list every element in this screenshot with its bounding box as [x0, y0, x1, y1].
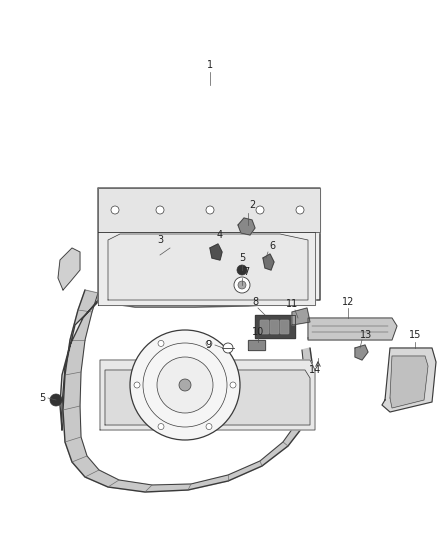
Circle shape: [158, 341, 164, 346]
Polygon shape: [390, 356, 428, 408]
Text: 6: 6: [269, 241, 275, 251]
Circle shape: [238, 281, 246, 289]
Polygon shape: [248, 340, 265, 350]
FancyBboxPatch shape: [280, 320, 289, 334]
Circle shape: [143, 343, 227, 427]
Text: 1: 1: [207, 60, 213, 70]
Circle shape: [237, 265, 247, 275]
Polygon shape: [308, 318, 397, 340]
Circle shape: [156, 206, 164, 214]
Text: 9: 9: [205, 340, 211, 350]
Polygon shape: [60, 188, 320, 430]
Circle shape: [179, 379, 191, 391]
Text: 4: 4: [217, 230, 223, 240]
Circle shape: [206, 424, 212, 430]
Text: 5: 5: [239, 253, 245, 263]
Text: 2: 2: [249, 200, 255, 210]
Polygon shape: [63, 290, 313, 492]
Text: 3: 3: [157, 235, 163, 245]
Circle shape: [111, 206, 119, 214]
Text: 10: 10: [252, 327, 264, 337]
Polygon shape: [98, 188, 320, 232]
Polygon shape: [108, 234, 308, 300]
Text: 11: 11: [286, 299, 298, 309]
FancyBboxPatch shape: [270, 320, 279, 334]
Polygon shape: [382, 348, 436, 412]
Polygon shape: [238, 218, 255, 235]
Text: 15: 15: [409, 330, 421, 340]
Circle shape: [230, 382, 236, 388]
Circle shape: [296, 206, 304, 214]
Polygon shape: [58, 248, 80, 290]
FancyBboxPatch shape: [260, 320, 269, 334]
Polygon shape: [100, 360, 315, 430]
Polygon shape: [98, 232, 315, 305]
Text: 14: 14: [309, 365, 321, 375]
Circle shape: [206, 206, 214, 214]
Polygon shape: [355, 345, 368, 360]
Text: 5: 5: [39, 393, 45, 403]
Circle shape: [50, 394, 62, 406]
Circle shape: [157, 357, 213, 413]
Circle shape: [130, 330, 240, 440]
Text: 12: 12: [342, 297, 354, 307]
Polygon shape: [105, 370, 310, 425]
Circle shape: [134, 382, 140, 388]
Text: 8: 8: [252, 297, 258, 307]
Circle shape: [256, 206, 264, 214]
Polygon shape: [210, 244, 222, 260]
Circle shape: [158, 424, 164, 430]
Polygon shape: [263, 254, 274, 270]
Text: 13: 13: [360, 330, 372, 340]
Polygon shape: [255, 315, 295, 338]
Circle shape: [206, 341, 212, 346]
Polygon shape: [292, 308, 310, 325]
Circle shape: [223, 343, 233, 353]
Circle shape: [234, 277, 250, 293]
Text: 7: 7: [243, 267, 249, 277]
